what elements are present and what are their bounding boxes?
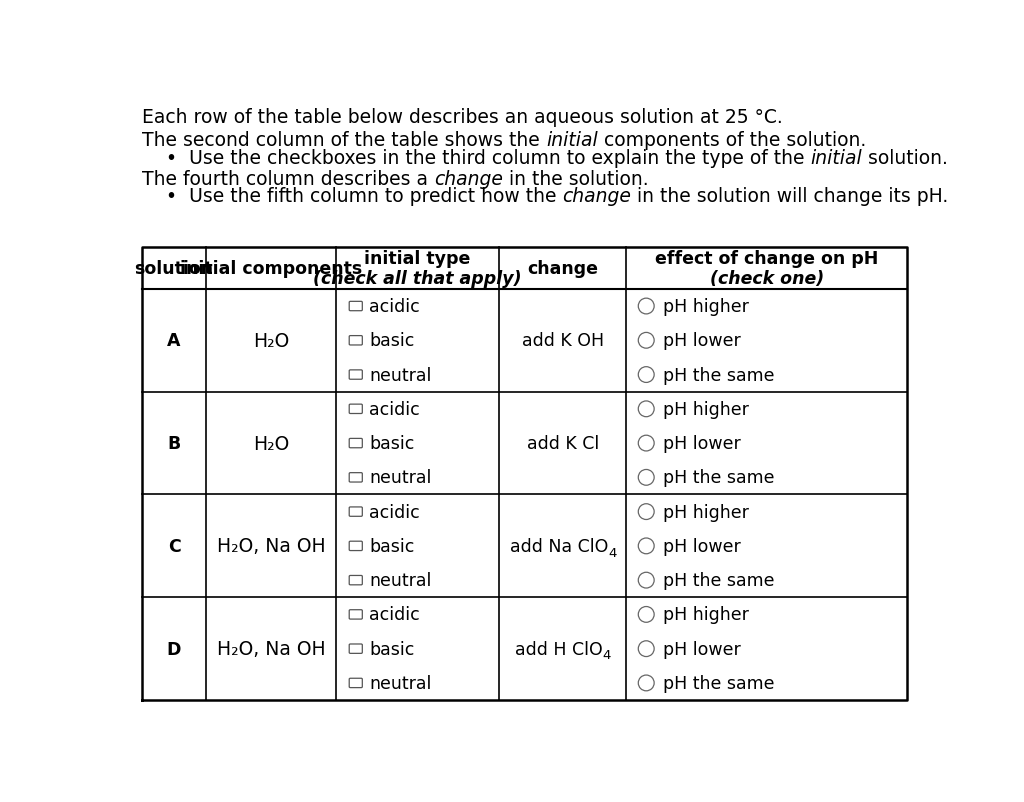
Text: 4: 4 xyxy=(608,546,616,559)
Ellipse shape xyxy=(638,573,654,589)
Ellipse shape xyxy=(638,470,654,486)
Ellipse shape xyxy=(638,641,654,657)
Text: add K OH: add K OH xyxy=(522,332,604,350)
FancyBboxPatch shape xyxy=(349,302,362,311)
Text: neutral: neutral xyxy=(370,366,432,384)
Text: H₂O: H₂O xyxy=(253,434,289,453)
Text: solution: solution xyxy=(134,260,214,277)
Text: change: change xyxy=(434,169,503,188)
Text: pH the same: pH the same xyxy=(663,572,774,589)
FancyBboxPatch shape xyxy=(349,678,362,688)
Text: acidic: acidic xyxy=(370,503,420,521)
Text: neutral: neutral xyxy=(370,674,432,692)
Text: pH lower: pH lower xyxy=(663,640,740,658)
Text: basic: basic xyxy=(370,332,415,350)
Text: add K Cl: add K Cl xyxy=(526,435,599,452)
FancyBboxPatch shape xyxy=(349,541,362,551)
FancyBboxPatch shape xyxy=(349,439,362,448)
Text: add H ClO: add H ClO xyxy=(515,640,602,658)
Text: initial type: initial type xyxy=(365,249,471,268)
Text: basic: basic xyxy=(370,537,415,555)
FancyBboxPatch shape xyxy=(349,610,362,619)
FancyBboxPatch shape xyxy=(349,644,362,654)
Text: •  Use the fifth column to predict how the: • Use the fifth column to predict how th… xyxy=(166,187,562,206)
Text: B: B xyxy=(167,435,180,452)
Text: pH higher: pH higher xyxy=(663,298,749,316)
FancyBboxPatch shape xyxy=(349,405,362,414)
FancyBboxPatch shape xyxy=(349,371,362,380)
Text: H₂O, Na OH: H₂O, Na OH xyxy=(216,537,326,556)
Text: pH the same: pH the same xyxy=(663,468,774,487)
Text: neutral: neutral xyxy=(370,468,432,487)
Text: pH the same: pH the same xyxy=(663,366,774,384)
Text: pH lower: pH lower xyxy=(663,537,740,555)
Ellipse shape xyxy=(638,299,654,314)
Text: pH higher: pH higher xyxy=(663,606,749,624)
Text: in the solution will change its pH.: in the solution will change its pH. xyxy=(632,187,948,206)
Text: acidic: acidic xyxy=(370,298,420,316)
Text: (check all that apply): (check all that apply) xyxy=(313,269,522,287)
Text: change: change xyxy=(562,187,632,206)
Text: (check one): (check one) xyxy=(710,269,824,287)
FancyBboxPatch shape xyxy=(349,508,362,516)
Text: H₂O, Na OH: H₂O, Na OH xyxy=(216,639,326,658)
Text: pH higher: pH higher xyxy=(663,400,749,419)
Text: pH lower: pH lower xyxy=(663,435,740,452)
Text: initial: initial xyxy=(811,148,862,168)
Text: acidic: acidic xyxy=(370,606,420,624)
Text: effect of change on pH: effect of change on pH xyxy=(655,249,879,268)
Text: components of the solution.: components of the solution. xyxy=(598,132,866,150)
Ellipse shape xyxy=(638,367,654,383)
Text: change: change xyxy=(527,260,598,277)
Text: add Na ClO: add Na ClO xyxy=(510,537,608,555)
Ellipse shape xyxy=(638,435,654,452)
Text: The fourth column describes a: The fourth column describes a xyxy=(142,169,434,188)
FancyBboxPatch shape xyxy=(349,473,362,483)
FancyBboxPatch shape xyxy=(349,576,362,585)
Ellipse shape xyxy=(638,504,654,520)
Text: The second column of the table shows the: The second column of the table shows the xyxy=(142,132,546,150)
Text: basic: basic xyxy=(370,435,415,452)
Text: acidic: acidic xyxy=(370,400,420,419)
Text: initial: initial xyxy=(546,132,598,150)
Text: •  Use the checkboxes in the third column to explain the type of the: • Use the checkboxes in the third column… xyxy=(166,148,811,168)
Text: initial components: initial components xyxy=(180,260,361,277)
Text: basic: basic xyxy=(370,640,415,658)
Text: neutral: neutral xyxy=(370,572,432,589)
Text: pH higher: pH higher xyxy=(663,503,749,521)
Ellipse shape xyxy=(638,402,654,417)
Ellipse shape xyxy=(638,538,654,554)
Text: pH the same: pH the same xyxy=(663,674,774,692)
Text: A: A xyxy=(167,332,181,350)
Text: H₂O: H₂O xyxy=(253,331,289,350)
Text: solution.: solution. xyxy=(862,148,948,168)
FancyBboxPatch shape xyxy=(349,336,362,346)
Ellipse shape xyxy=(638,675,654,691)
Text: 4: 4 xyxy=(602,649,611,662)
Text: D: D xyxy=(167,640,181,658)
Text: in the solution.: in the solution. xyxy=(503,169,649,188)
Ellipse shape xyxy=(638,333,654,349)
Text: pH lower: pH lower xyxy=(663,332,740,350)
Ellipse shape xyxy=(638,607,654,622)
Text: Each row of the table below describes an aqueous solution at 25 °C.: Each row of the table below describes an… xyxy=(142,107,783,127)
Text: C: C xyxy=(168,537,180,555)
